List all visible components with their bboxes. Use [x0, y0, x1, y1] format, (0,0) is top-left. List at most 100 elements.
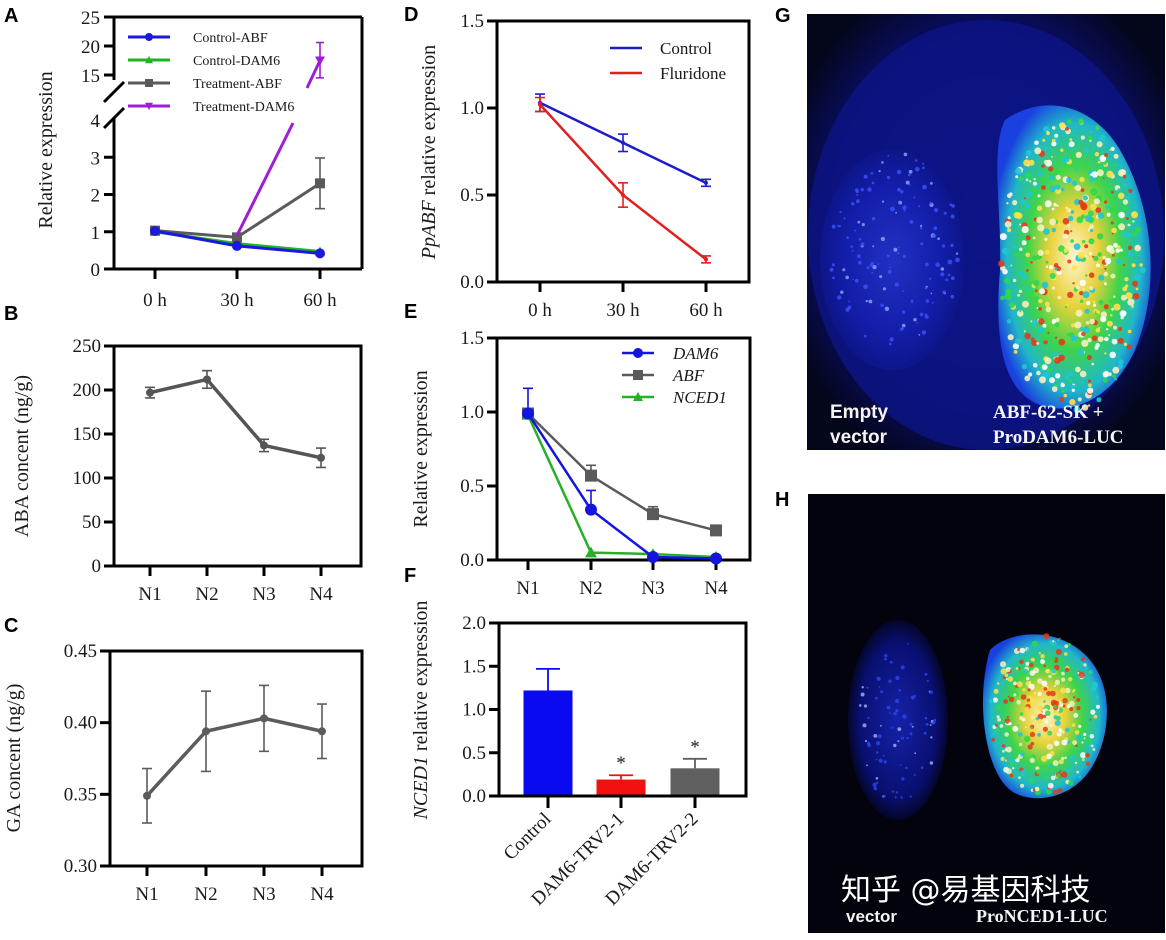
speckle — [1085, 214, 1093, 222]
y-tick-label-c: 0.40 — [64, 713, 97, 734]
speckle — [1133, 273, 1141, 281]
panel-letter-a: A — [4, 5, 18, 27]
panel-letter-h: H — [775, 489, 789, 511]
y-tick-label-f: 1.0 — [462, 700, 486, 721]
speckle — [1119, 252, 1124, 256]
speckle — [1087, 338, 1092, 343]
speckle — [1041, 281, 1049, 289]
speckle — [929, 761, 934, 765]
speckle — [900, 796, 903, 799]
y-tick-label-a: 3 — [91, 148, 101, 169]
speckle — [1054, 322, 1060, 328]
speckle — [893, 247, 898, 252]
speckle — [950, 214, 955, 219]
speckle — [1124, 195, 1131, 201]
speckle — [1010, 264, 1013, 267]
speckle — [887, 154, 890, 157]
speckle — [1100, 266, 1103, 269]
speckle — [882, 754, 885, 757]
speckle — [1062, 218, 1070, 225]
data-point-e-ABF — [710, 524, 722, 537]
speckle — [1114, 294, 1120, 300]
speckle — [1132, 220, 1135, 223]
speckle — [1055, 174, 1061, 180]
speckle — [877, 263, 880, 265]
speckle — [1015, 167, 1022, 175]
speckle — [843, 217, 846, 220]
speckle — [1031, 657, 1035, 662]
speckle — [1053, 740, 1060, 747]
speckle — [1051, 386, 1058, 392]
panel-letter-b: B — [4, 303, 18, 325]
speckle — [1106, 170, 1114, 178]
speckle — [1104, 257, 1112, 265]
speckle — [1127, 298, 1135, 306]
speckle — [1044, 249, 1050, 255]
speckle — [1044, 200, 1052, 208]
speckle — [933, 208, 939, 213]
speckle — [910, 299, 914, 303]
speckle — [1012, 200, 1018, 206]
speckle — [852, 278, 854, 281]
speckle — [839, 211, 842, 214]
speckle — [1109, 299, 1114, 304]
speckle — [1058, 728, 1063, 733]
speckle — [913, 318, 917, 322]
speckle — [1087, 135, 1093, 142]
speckle — [1028, 159, 1035, 166]
speckle — [842, 268, 846, 272]
speckle — [1079, 291, 1084, 296]
speckle — [1006, 319, 1012, 324]
y-tick-label-f: 2.0 — [462, 613, 486, 634]
speckle — [1045, 306, 1052, 313]
x-tick-label-b: N2 — [195, 584, 218, 605]
speckle — [945, 278, 949, 282]
y-tick-label-a: 20 — [81, 37, 100, 58]
speckle — [1055, 648, 1062, 656]
speckle — [854, 278, 859, 283]
speckle — [1039, 288, 1046, 295]
speckle — [1052, 760, 1059, 767]
speckle — [1001, 682, 1005, 685]
y-tick-label-b: 150 — [73, 424, 102, 445]
speckle — [1058, 245, 1065, 252]
speckle — [1043, 664, 1047, 668]
speckle — [1029, 180, 1032, 183]
speckle — [886, 705, 891, 710]
y-tick-label-a: 0 — [91, 260, 101, 281]
speckle — [1058, 759, 1064, 765]
data-point-e-DAM6 — [585, 503, 597, 516]
speckle — [1067, 291, 1074, 298]
speckle — [1104, 336, 1109, 342]
speckle — [1000, 295, 1005, 301]
speckle — [1085, 752, 1090, 758]
series-line-a-Treatment-DAM6 — [305, 59, 322, 89]
speckle — [1065, 687, 1071, 694]
speckle — [1090, 686, 1097, 692]
speckle — [1111, 307, 1114, 311]
speckle — [1018, 776, 1021, 779]
speckle — [1092, 255, 1095, 258]
speckle — [1101, 166, 1105, 170]
speckle — [924, 286, 928, 290]
speckle — [1051, 642, 1055, 645]
speckle — [1042, 138, 1046, 142]
speckle — [1094, 152, 1100, 157]
speckle — [888, 342, 892, 346]
speckle — [863, 284, 868, 290]
speckle — [1041, 364, 1048, 370]
speckle — [1007, 228, 1012, 233]
speckle — [1084, 244, 1089, 249]
speckle — [856, 199, 860, 204]
speckle — [909, 732, 913, 736]
legend-label-d: Fluridone — [660, 64, 726, 83]
speckle — [897, 246, 900, 249]
speckle — [920, 224, 923, 227]
speckle — [1031, 319, 1038, 326]
speckle — [895, 791, 899, 794]
speckle — [1100, 316, 1107, 323]
speckle — [880, 303, 884, 308]
speckle — [1084, 254, 1087, 258]
speckle — [876, 751, 879, 754]
speckle — [1098, 326, 1101, 329]
